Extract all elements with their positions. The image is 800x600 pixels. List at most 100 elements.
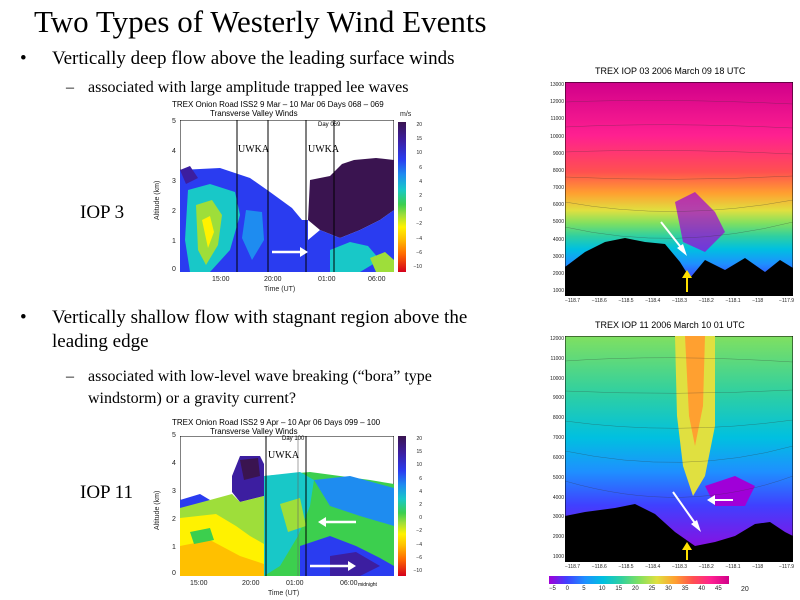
- tick-label: 1000: [552, 288, 564, 294]
- sub-bullet-1: – associated with large amplitude trapped…: [66, 79, 408, 97]
- x-ticks: −118.7 −118.6 −118.5 −118.4 −118.3 −118.2 −118…: [565, 564, 794, 574]
- uwka-marker-2: UWKA: [308, 144, 340, 155]
- reverse-arrow-head: [318, 517, 326, 527]
- tick-label: 0: [419, 515, 422, 522]
- flow-arrow-shaft: [660, 221, 684, 251]
- tick-label: −118.7: [565, 298, 581, 304]
- tick-label: 20: [416, 122, 422, 128]
- chart-title: TREX Onion Road ISS2 9 Mar – 10 Mar 06 D…: [172, 100, 384, 109]
- wind-field-blue-left: [180, 494, 210, 508]
- x-tick: 15:00: [212, 276, 230, 283]
- wrf-iop11-cross-section: TREX IOP 11 2006 March 10 01 UTC: [545, 316, 797, 600]
- tick-label: 4: [419, 488, 422, 495]
- tick-label: −118.2: [698, 564, 714, 570]
- wind-field-purple-top: [180, 166, 198, 184]
- wind-field-lightblue: [314, 476, 394, 526]
- chart-plot-area: [565, 82, 793, 296]
- iop11-label: IOP 11: [80, 482, 133, 503]
- tick-label: −118.4: [645, 564, 661, 570]
- tick-label: 6000: [552, 202, 564, 209]
- tick-label: −6: [416, 554, 422, 561]
- wind-field-green-patch: [280, 498, 306, 532]
- tick-label: 13000: [550, 82, 564, 88]
- tick-label: 20: [416, 436, 422, 442]
- isentropes: [565, 100, 793, 239]
- tick-label: 12000: [550, 336, 564, 342]
- tick-label: 12000: [550, 99, 564, 106]
- tick-label: 10000: [550, 133, 564, 140]
- chart-title: TREX IOP 11 2006 March 10 01 UTC: [595, 320, 745, 330]
- tick-label: −118.7: [565, 564, 581, 570]
- wind-field-purple: [675, 192, 725, 252]
- tick-label: 1000: [552, 554, 564, 560]
- wind-field-green-dark: [190, 528, 214, 544]
- bullet-2-text-line2: leading edge: [52, 331, 149, 352]
- y-ticks: 1000 2000 3000 4000 5000 6000 7000 8000 9000 1000…: [545, 82, 565, 296]
- bullet-1: • Vertically deep flow above the leading …: [20, 48, 455, 70]
- y-tick: 0: [172, 570, 176, 577]
- flow-arrow-shaft: [672, 491, 698, 527]
- tick-label: −6: [416, 249, 422, 256]
- wind-field-cyan-right: [330, 242, 380, 272]
- tick-label: −2: [416, 528, 422, 535]
- tick-label: −10: [413, 568, 422, 574]
- bullet-glyph: •: [20, 48, 27, 69]
- bullet-1-text: Vertically deep flow above the leading s…: [52, 48, 455, 69]
- tick-label: −118: [752, 298, 764, 304]
- colorbar-ticks: 20 15 10 6 4 2 0 −2 −4 −6 −10: [409, 436, 423, 576]
- colorbar: [398, 436, 406, 576]
- dash-glyph: –: [66, 368, 74, 385]
- y-tick: 3: [172, 488, 176, 495]
- tick-label: 11000: [550, 355, 564, 362]
- wind-field-orange: [180, 540, 264, 576]
- y-tick: 1: [172, 544, 176, 551]
- sub-bullet-2-text-line1: associated with low-level wave breaking …: [88, 368, 432, 385]
- y-ticks: 1000 2000 3000 4000 5000 6000 7000 8000 9000 1000…: [545, 336, 565, 562]
- uwka-marker-1: UWKA: [238, 144, 270, 155]
- location-arrow-head: [682, 270, 692, 278]
- x-tick: 20:00: [242, 580, 260, 587]
- iss2-iop3-chart: TREX Onion Road ISS2 9 Mar – 10 Mar 06 D…: [150, 100, 422, 300]
- colorbar-ticks: −5 0 5 10 15 20 25 30 35 40 45: [549, 586, 729, 596]
- bullet-2-text-line1: Vertically shallow flow with stagnant re…: [52, 307, 468, 328]
- colorbar: [398, 122, 406, 272]
- flow-arrow-head: [348, 561, 356, 571]
- chart-plot-area: [180, 120, 394, 272]
- y-tick: 4: [172, 460, 176, 467]
- tick-label: −118.3: [672, 298, 688, 304]
- wind-field-green-right: [370, 252, 394, 272]
- tick-label: 3000: [552, 514, 564, 521]
- colorbar: [549, 576, 729, 584]
- flow-arrow-head: [300, 247, 308, 257]
- tick-label: 30: [665, 586, 672, 592]
- tick-label: 40: [698, 586, 706, 592]
- chart-subtitle: Transverse Valley Winds: [210, 109, 298, 118]
- x-tick: 01:00: [286, 580, 304, 587]
- y-tick: 4: [172, 148, 176, 155]
- x-tick: 06:00: [340, 580, 358, 587]
- tick-label: 2000: [552, 534, 564, 541]
- wind-field-deep-purple: [308, 158, 394, 238]
- day-annotation: Day 069: [318, 122, 341, 128]
- iop3-label: IOP 3: [80, 202, 125, 223]
- wind-field-purple-right: [330, 552, 380, 576]
- y-tick: 3: [172, 178, 176, 185]
- chart-title: TREX IOP 03 2006 March 09 18 UTC: [595, 66, 746, 76]
- tick-label: −118.5: [618, 298, 634, 304]
- tick-label: 35: [681, 586, 689, 592]
- wind-field-orange-core: [685, 336, 705, 446]
- tick-label: −5: [549, 586, 556, 592]
- x-axis-label: Time (UT): [264, 286, 296, 293]
- tick-label: 45: [715, 586, 722, 592]
- uwka-marker: UWKA: [268, 450, 300, 461]
- tick-label: 15: [416, 449, 422, 456]
- tick-label: 8000: [552, 167, 564, 174]
- tick-label: 10: [416, 462, 422, 469]
- tick-label: −4: [416, 235, 422, 242]
- tick-label: 8000: [552, 415, 564, 422]
- dash-glyph: –: [66, 79, 74, 96]
- flow-arrow-head: [677, 244, 687, 256]
- tick-label: 20: [632, 586, 639, 592]
- tick-label: 3000: [552, 253, 564, 260]
- tick-label: −118.6: [591, 564, 607, 570]
